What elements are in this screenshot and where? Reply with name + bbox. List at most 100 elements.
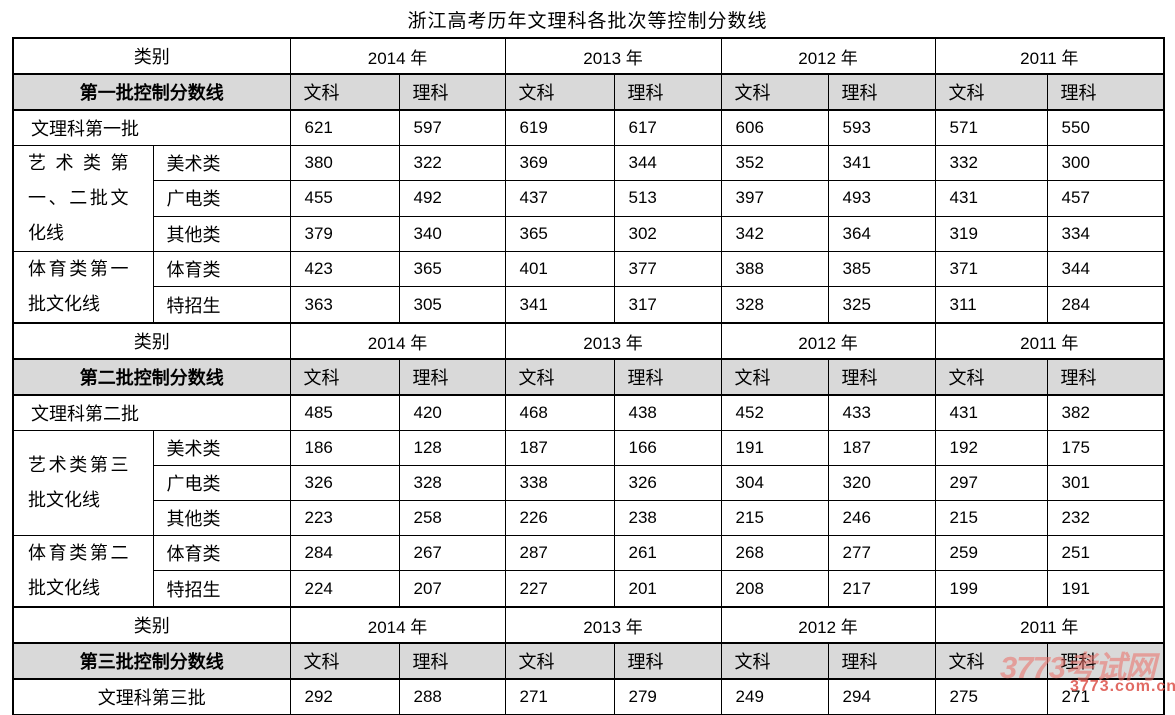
score-cell: 191: [1046, 570, 1165, 608]
score-cell: 571: [934, 109, 1048, 146]
score-cell: 326: [289, 465, 400, 501]
row-label: 体育类: [152, 534, 291, 572]
table-row: 文理科第二批 485 420 468 438 452 433 431 382: [12, 394, 1165, 431]
row-label: 文理科第一批: [12, 109, 291, 146]
score-cell: 292: [289, 678, 400, 715]
table-row: 其他类 379 340 365 302 342 364 319 334: [13, 215, 1165, 253]
subject-header: 文科: [934, 358, 1048, 396]
subject-header: 理科: [398, 73, 506, 111]
score-cell: 365: [504, 215, 615, 253]
score-cell: 166: [613, 430, 722, 466]
year-header: 2011 年: [934, 606, 1165, 644]
score-cell: 401: [504, 250, 615, 288]
row-label: 其他类: [152, 500, 291, 536]
score-cell: 301: [1046, 465, 1165, 501]
score-cell: 217: [827, 570, 936, 608]
score-cell: 433: [827, 394, 936, 431]
score-cell: 365: [398, 250, 506, 288]
table-row: 广电类 326 328 338 326 304 320 297 301: [13, 465, 1165, 501]
score-cell: 457: [1046, 180, 1165, 217]
score-cell: 226: [504, 500, 615, 536]
subject-header: 理科: [1046, 73, 1165, 111]
score-cell: 300: [1046, 144, 1165, 182]
score-cell: 334: [1046, 215, 1165, 253]
score-cell: 597: [398, 109, 506, 146]
score-cell: 249: [720, 678, 829, 715]
score-cell: 344: [1046, 250, 1165, 288]
subject-header: 文科: [720, 358, 829, 396]
score-cell: 606: [720, 109, 829, 146]
score-cell: 305: [398, 286, 506, 324]
score-cell: 332: [934, 144, 1048, 182]
score-cell: 227: [504, 570, 615, 608]
score-cell: 207: [398, 570, 506, 608]
table-row: 文理科第三批 292 288 271 279 249 294 275 271: [12, 678, 1165, 715]
year-header: 2013 年: [504, 37, 722, 75]
row-group-label: 体育类第二批文化线: [12, 535, 154, 608]
subject-header: 理科: [1046, 358, 1165, 396]
row-group-label: 艺术类第一、二批文化线: [12, 145, 154, 252]
row-group-label: 体育类第一批文化线: [12, 251, 154, 324]
row-label: 特招生: [152, 570, 291, 608]
year-header: 2014 年: [289, 606, 506, 644]
year-header: 2014 年: [289, 37, 506, 75]
score-cell: 261: [613, 534, 722, 572]
row-label: 文理科第二批: [12, 394, 291, 431]
score-cell: 363: [289, 286, 400, 324]
score-cell: 550: [1046, 109, 1165, 146]
year-header: 2012 年: [720, 606, 936, 644]
score-cell: 199: [934, 570, 1048, 608]
section-header-row: 第一批控制分数线 文科 理科 文科 理科 文科 理科 文科 理科: [12, 73, 1165, 111]
score-cell: 294: [827, 678, 936, 715]
score-cell: 328: [720, 286, 829, 324]
category-header: 类别: [12, 322, 291, 360]
score-cell: 215: [934, 500, 1048, 536]
score-cell: 271: [1046, 678, 1165, 715]
category-row: 类别 2014 年 2013 年 2012 年 2011 年: [12, 37, 1165, 75]
year-header: 2011 年: [934, 322, 1165, 360]
section-header: 第一批控制分数线: [12, 73, 291, 111]
score-cell: 192: [934, 430, 1048, 466]
score-cell: 420: [398, 394, 506, 431]
subject-header: 理科: [613, 642, 722, 680]
table-row: 体育类第二批文化线 体育类 284 267 287 261 268 277 25…: [12, 534, 1165, 608]
subject-header: 文科: [720, 73, 829, 111]
score-cell: 352: [720, 144, 829, 182]
page-title: 浙江高考历年文理科各批次等控制分数线: [407, 11, 768, 32]
section-header-row: 第二批控制分数线 文科 理科 文科 理科 文科 理科 文科 理科: [12, 358, 1165, 396]
table-row: 体育类第一批文化线 体育类 423 365 401 377 388 385 37…: [12, 250, 1165, 324]
subject-header: 文科: [720, 642, 829, 680]
score-cell: 186: [289, 430, 400, 466]
score-cell: 317: [613, 286, 722, 324]
score-cell: 279: [613, 678, 722, 715]
score-cell: 397: [720, 180, 829, 217]
subject-header: 文科: [504, 73, 615, 111]
score-cell: 493: [827, 180, 936, 217]
score-cell: 338: [504, 465, 615, 501]
score-cell: 246: [827, 500, 936, 536]
score-cell: 341: [827, 144, 936, 182]
score-cell: 208: [720, 570, 829, 608]
score-cell: 284: [1046, 286, 1165, 324]
score-cell: 513: [613, 180, 722, 217]
score-cell: 369: [504, 144, 615, 182]
subject-header: 文科: [289, 358, 400, 396]
subject-header: 理科: [398, 642, 506, 680]
table-row: 特招生 363 305 341 317 328 325 311 284: [13, 286, 1165, 324]
score-cell: 364: [827, 215, 936, 253]
score-cell: 342: [720, 215, 829, 253]
score-cell: 223: [289, 500, 400, 536]
score-cell: 382: [1046, 394, 1165, 431]
score-cell: 304: [720, 465, 829, 501]
table-row: 其他类 223 258 226 238 215 246 215 232: [13, 500, 1165, 536]
subject-header: 理科: [827, 358, 936, 396]
score-cell: 319: [934, 215, 1048, 253]
subject-header: 理科: [827, 642, 936, 680]
score-cell: 287: [504, 534, 615, 572]
score-cell: 485: [289, 394, 400, 431]
subject-header: 文科: [289, 73, 400, 111]
score-cell: 431: [934, 180, 1048, 217]
year-header: 2014 年: [289, 322, 506, 360]
row-label: 广电类: [152, 180, 291, 217]
